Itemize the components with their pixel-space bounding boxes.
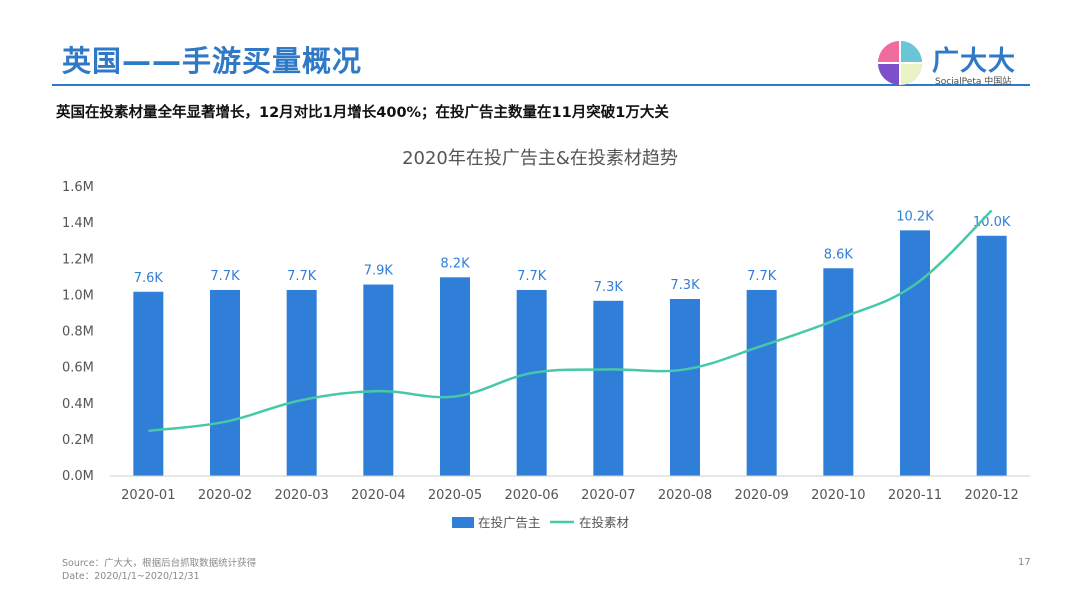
bar — [670, 298, 700, 476]
bar — [133, 291, 164, 476]
x-tick-label: 2020-05 — [428, 488, 482, 503]
legend-swatch-bar — [452, 517, 474, 528]
bar — [900, 230, 930, 476]
legend: 在投广告主 在投素材 — [452, 515, 629, 530]
bar-data-label: 7.3K — [594, 280, 624, 295]
bar-data-label: 8.2K — [440, 256, 470, 271]
logo: 广大大 SocialPeta 中国站 — [876, 39, 1036, 89]
bar-data-label: 7.7K — [287, 269, 317, 284]
x-tick-label: 2020-03 — [275, 488, 329, 503]
bar — [363, 284, 394, 476]
logo-subtitle: SocialPeta 中国站 — [935, 77, 1012, 87]
x-tick-label: 2020-10 — [811, 488, 865, 503]
date-note: Date：2020/1/1~2020/12/31 — [62, 571, 200, 582]
bar — [593, 300, 624, 476]
bar — [286, 289, 317, 476]
x-tick-label: 2020-11 — [888, 488, 942, 503]
y-tick-label: 1.0M — [62, 288, 94, 303]
legend-label-line: 在投素材 — [579, 515, 629, 530]
bar-data-label: 10.2K — [896, 209, 934, 224]
legend-label-bar: 在投广告主 — [478, 515, 541, 530]
bar-data-label: 8.6K — [824, 247, 854, 262]
line-series — [148, 209, 993, 433]
bar — [823, 268, 854, 476]
y-tick-label: 1.2M — [62, 252, 94, 267]
bar — [976, 235, 1007, 476]
x-tick-label: 2020-12 — [965, 488, 1019, 503]
x-tick-label: 2020-08 — [658, 488, 712, 503]
y-tick-label: 0.4M — [62, 397, 94, 412]
bar-data-label: 7.7K — [210, 269, 240, 284]
line-path — [148, 209, 993, 433]
bar-data-label: 7.7K — [517, 269, 547, 284]
source-note: Source：广大大，根据后台抓取数据统计获得 — [62, 558, 257, 569]
bar-data-label: 7.7K — [747, 269, 777, 284]
bar — [440, 277, 470, 476]
bar-labels: 7.6K 7.7K 7.7K 7.9K 8.2K 7.7K 7.3K 7.3K 7.7K 8.6K… — [134, 209, 1011, 294]
bar-data-label: 7.3K — [670, 278, 700, 293]
x-tick-label: 2020-04 — [351, 488, 405, 503]
bar — [210, 289, 240, 476]
logo-icon — [878, 41, 922, 85]
y-tick-label: 1.4M — [62, 216, 94, 231]
x-axis: 2020-01 2020-02 2020-03 2020-04 2020-05 2020-… — [110, 475, 1030, 503]
page-title: 英国——手游买量概况 — [62, 44, 363, 78]
y-tick-label: 1.6M — [62, 180, 94, 195]
x-tick-label: 2020-06 — [505, 488, 559, 503]
chart-title: 2020年在投广告主&在投素材趋势 — [402, 148, 678, 169]
page-number: 17 — [1018, 557, 1031, 568]
bar — [746, 289, 777, 476]
x-tick-label: 2020-09 — [735, 488, 789, 503]
y-tick-label: 0.2M — [62, 433, 94, 448]
summary-text: 英国在投素材量全年显著增长，12月对比1月增长400%；在投广告主数量在11月突… — [56, 105, 669, 121]
title-divider — [52, 84, 1030, 86]
bar-data-label: 7.6K — [134, 271, 164, 286]
bar — [516, 289, 547, 476]
x-tick-label: 2020-02 — [198, 488, 252, 503]
y-tick-label: 0.8M — [62, 325, 94, 340]
x-tick-label: 2020-01 — [121, 488, 175, 503]
logo-name: 广大大 — [932, 46, 1016, 77]
y-axis: 0.0M 0.2M 0.4M 0.6M 0.8M 1.0M 1.2M 1.4M 1.6M — [62, 180, 94, 484]
bar-series — [133, 230, 1007, 476]
bar-data-label: 7.9K — [364, 264, 394, 279]
y-tick-label: 0.6M — [62, 361, 94, 376]
y-tick-label: 0.0M — [62, 469, 94, 484]
x-tick-label: 2020-07 — [581, 488, 635, 503]
footer: Source：广大大，根据后台抓取数据统计获得 Date：2020/1/1~20… — [62, 557, 256, 583]
